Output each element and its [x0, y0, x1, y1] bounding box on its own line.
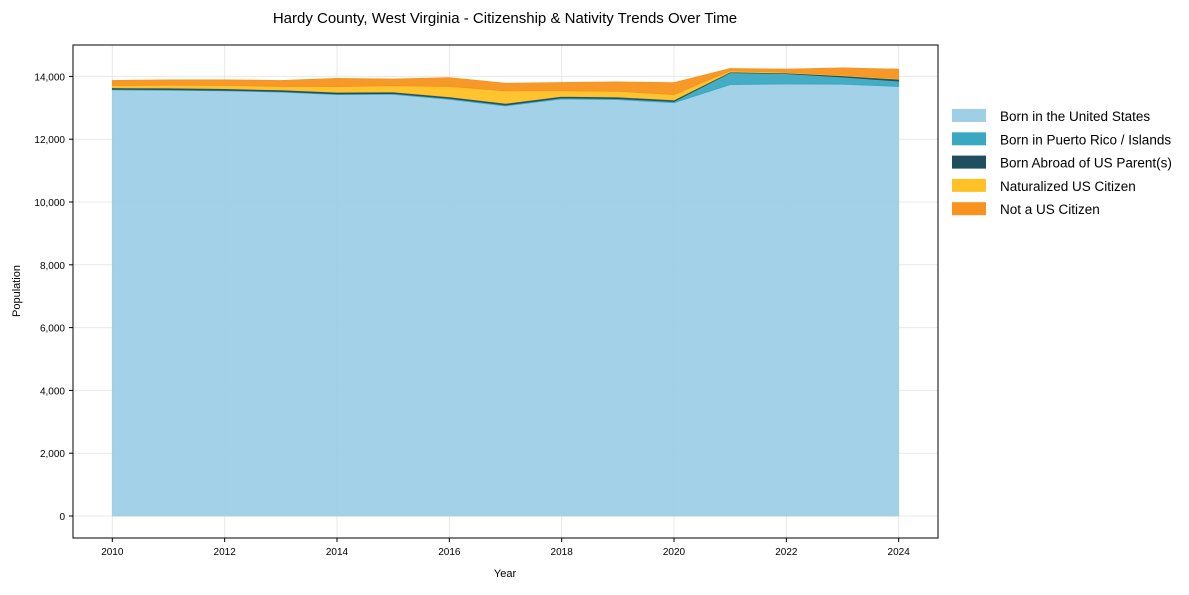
legend-swatch	[952, 132, 986, 146]
x-tick-label: 2010	[101, 547, 124, 558]
legend-swatch	[952, 202, 986, 216]
legend-label: Born in Puerto Rico / Islands	[1000, 132, 1171, 147]
legend-swatch	[952, 178, 986, 192]
legend-label: Not a US Citizen	[1000, 202, 1100, 217]
y-tick-label: 4,000	[40, 386, 65, 397]
area-series-0	[111, 83, 900, 517]
legend-swatch	[952, 109, 986, 122]
y-tick-label: 2,000	[40, 449, 65, 460]
x-tick-label: 2012	[214, 547, 237, 558]
x-tick-label: 2024	[888, 547, 911, 558]
legend-swatch	[952, 155, 986, 169]
y-tick-label: 14,000	[34, 72, 65, 83]
x-axis-label: Year	[494, 568, 517, 580]
y-tick-label: 6,000	[40, 324, 65, 335]
y-tick-label: 10,000	[34, 198, 65, 209]
y-axis-label: Population	[11, 265, 23, 317]
area-series-4	[111, 67, 900, 96]
x-tick-label: 2022	[775, 547, 798, 558]
x-tick-label: 2016	[438, 547, 461, 558]
x-tick-label: 2020	[663, 547, 686, 558]
legend-label: Born in the United States	[1000, 109, 1150, 124]
chart-title: Hardy County, West Virginia - Citizenshi…	[273, 10, 737, 27]
y-tick-label: 8,000	[40, 261, 65, 272]
y-tick-label: 0	[59, 512, 65, 523]
legend-label: Naturalized US Citizen	[1000, 179, 1136, 194]
y-tick-label: 12,000	[34, 135, 65, 146]
legend-label: Born Abroad of US Parent(s)	[1000, 156, 1172, 171]
x-tick-label: 2014	[326, 547, 349, 558]
x-tick-label: 2018	[551, 547, 574, 558]
plot-frame	[72, 44, 939, 539]
